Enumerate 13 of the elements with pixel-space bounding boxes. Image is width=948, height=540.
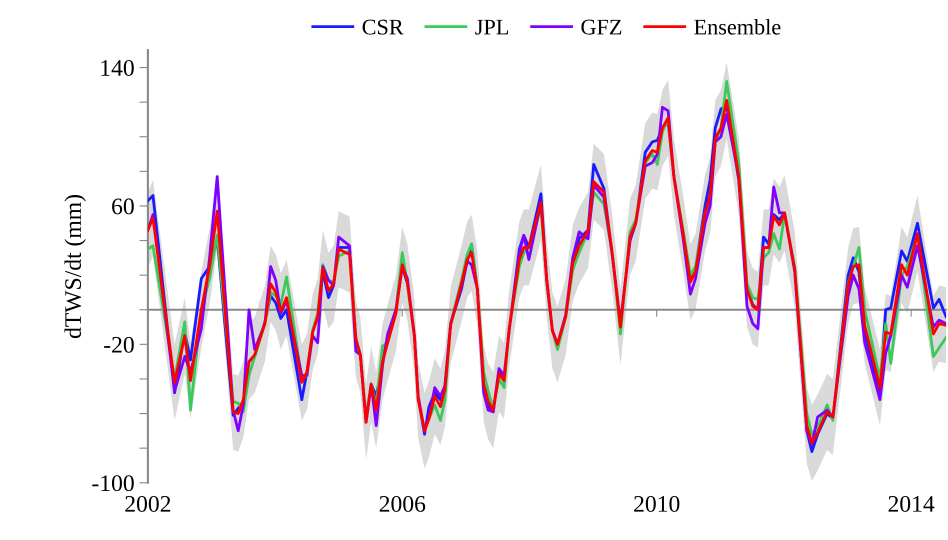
legend-label: CSR (362, 20, 404, 35)
y-tick-label: -20 (104, 336, 134, 353)
y-tick-label: 60 (112, 198, 134, 214)
legend-label: Ensemble (694, 18, 780, 35)
y-tick-label: -100 (92, 475, 134, 492)
legend-label: JPL (475, 20, 508, 35)
x-tick-label: 2010 (634, 496, 680, 512)
x-tick-label: 2006 (380, 496, 426, 512)
y-tick-label: 140 (101, 60, 134, 76)
x-tick-label: 2002 (125, 496, 170, 512)
x-tick-label: 2014 (888, 496, 934, 512)
legend-label: GFZ (581, 20, 622, 35)
y-axis-title: dTWS/dt (mm) (64, 195, 86, 338)
